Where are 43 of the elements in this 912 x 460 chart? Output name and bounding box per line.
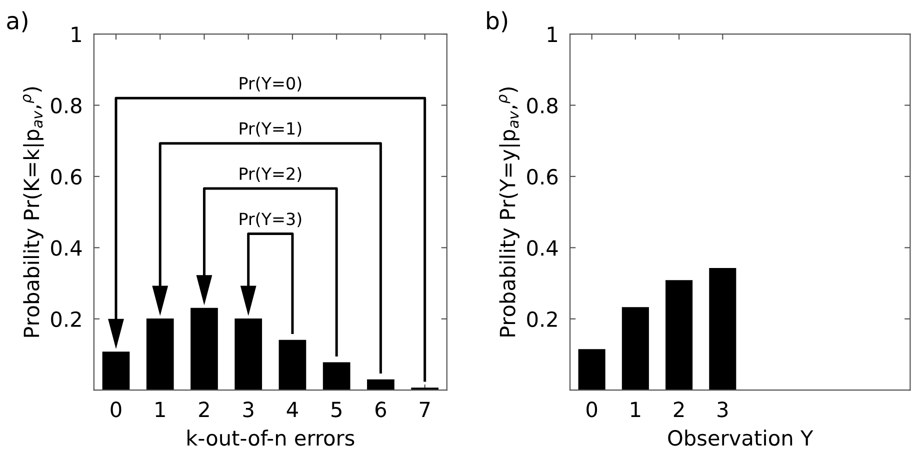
y-tick-label: 0.6 — [51, 168, 82, 185]
x-tick-label: 6 — [376, 402, 386, 418]
y-axis-title: Probability Pr(Y=y|p$_{av}$,$^{ρ}$) — [498, 88, 520, 336]
y-tick-label: 0.8 — [51, 98, 82, 114]
y-tick-label: 0.6 — [527, 168, 558, 185]
bar — [102, 352, 130, 390]
y-tick-label: 0.4 — [527, 240, 558, 256]
x-tick-label: 1 — [631, 402, 640, 418]
x-tick-label: 2 — [199, 402, 209, 418]
bar — [234, 318, 262, 390]
x-axis-title: k-out-of-n errors — [188, 430, 354, 446]
bar — [666, 280, 693, 390]
x-tick-label: 3 — [243, 402, 254, 418]
y-axis-title: Probability Pr(K=k|p$_{av}$,$^{ρ}$) — [22, 87, 44, 337]
y-tick-label: 0.2 — [527, 311, 557, 328]
annotation: Pr(Y=1) — [240, 122, 302, 137]
x-tick-label: 0 — [586, 402, 598, 418]
annotation: Pr(Y=2) — [240, 167, 302, 182]
bar — [278, 340, 306, 390]
bar — [322, 362, 350, 390]
bar — [578, 349, 606, 390]
x-tick-label: 0 — [110, 402, 122, 418]
x-tick-label: 4 — [286, 402, 298, 418]
bar — [146, 318, 174, 390]
x-axis-title: Observation Y — [668, 430, 814, 446]
x-tick-label: 7 — [420, 402, 430, 418]
y-tick-label: 1 — [72, 26, 81, 42]
bar — [622, 307, 649, 390]
x-tick-label: 2 — [674, 402, 684, 418]
bar — [367, 379, 394, 390]
annotation: Pr(Y=3) — [240, 212, 302, 228]
x-tick-label: 5 — [332, 402, 342, 418]
chart-title: b) — [487, 11, 508, 32]
y-tick-label: 1 — [548, 26, 557, 42]
x-tick-label: 3 — [718, 402, 728, 418]
bar — [709, 268, 736, 390]
y-tick-label: 0.2 — [51, 311, 81, 328]
x-tick-label: 1 — [156, 402, 165, 418]
y-tick-label: 0.4 — [51, 240, 82, 256]
chart-title: a) — [7, 11, 28, 32]
y-tick-label: 0.8 — [527, 98, 558, 114]
bar — [190, 308, 218, 390]
annotation: Pr(Y=0) — [240, 76, 302, 92]
